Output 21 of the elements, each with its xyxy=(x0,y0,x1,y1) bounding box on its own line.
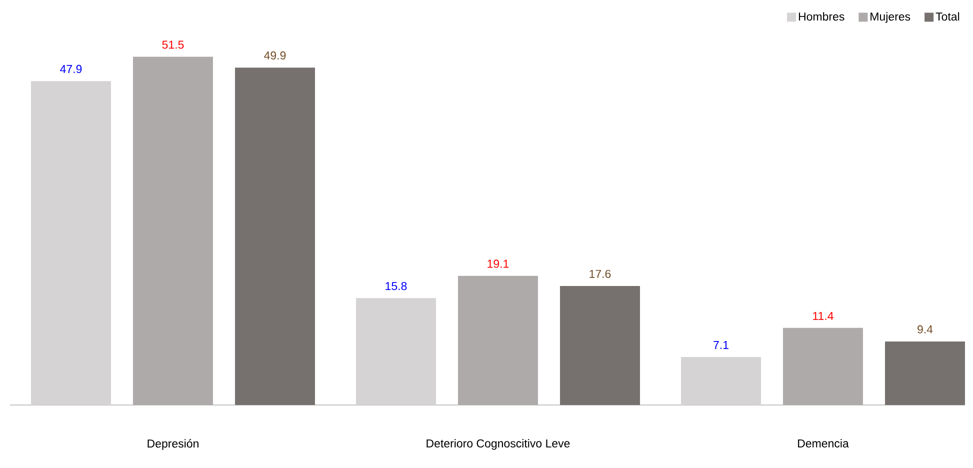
bar xyxy=(680,356,761,405)
data-label: 9.4 xyxy=(918,325,933,334)
data-label: 17.6 xyxy=(590,270,611,278)
data-label: 47.9 xyxy=(60,64,82,74)
x-tick-label: Depresión xyxy=(148,439,198,450)
data-label: 51.5 xyxy=(162,40,184,49)
data-label: 19.1 xyxy=(488,260,509,268)
bar xyxy=(560,286,640,405)
bar xyxy=(356,298,436,405)
data-label: 15.8 xyxy=(386,282,407,290)
x-tick-label: Demencia xyxy=(798,439,849,448)
bar xyxy=(234,68,315,405)
legend-label: Mujeres xyxy=(870,12,910,23)
data-label: 49.9 xyxy=(264,51,286,60)
bar xyxy=(884,341,965,405)
data-label: 7.1 xyxy=(714,341,728,349)
data-label: 11.4 xyxy=(813,312,834,320)
x-tick-label: Deterioro Cognoscitivo Leve xyxy=(426,439,570,450)
legend-label: Total xyxy=(936,12,960,21)
legend-label: Hombres xyxy=(798,12,844,21)
bar xyxy=(30,81,111,405)
